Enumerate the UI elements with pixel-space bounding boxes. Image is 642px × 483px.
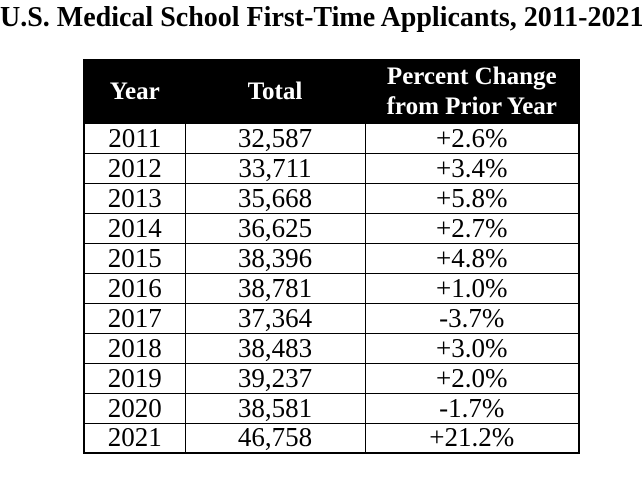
total-cell: 38,483: [184, 332, 366, 364]
pct-change-cell: +4.8%: [364, 242, 580, 274]
total-cell: 38,396: [184, 242, 366, 274]
total-cell: 36,625: [184, 212, 366, 244]
table-row: 2011 32,587 +2.6%: [83, 122, 580, 154]
year-cell: 2012: [83, 152, 186, 184]
table-row: 2018 38,483 +3.0%: [83, 332, 580, 364]
year-cell: 2020: [83, 392, 186, 424]
header-row: Year Total Percent Change from Prior Yea…: [83, 59, 580, 124]
table-row: 2016 38,781 +1.0%: [83, 272, 580, 304]
pct-change-cell: -3.7%: [364, 302, 580, 334]
pct-change-cell: +5.8%: [364, 182, 580, 214]
pct-change-cell: +3.4%: [364, 152, 580, 184]
table-row: 2021 46,758 +21.2%: [83, 422, 580, 454]
total-cell: 46,758: [184, 422, 366, 454]
col-header-total: Total: [184, 59, 366, 124]
pct-change-cell: +3.0%: [364, 332, 580, 364]
total-cell: 38,781: [184, 272, 366, 304]
total-cell: 35,668: [184, 182, 366, 214]
year-cell: 2016: [83, 272, 186, 304]
year-cell: 2018: [83, 332, 186, 364]
pct-change-cell: +2.6%: [364, 122, 580, 154]
year-cell: 2021: [83, 422, 186, 454]
table-row: 2014 36,625 +2.7%: [83, 212, 580, 244]
applicants-table: Year Total Percent Change from Prior Yea…: [83, 59, 580, 454]
pct-change-cell: +2.7%: [364, 212, 580, 244]
pct-change-cell: +1.0%: [364, 272, 580, 304]
table-row: 2015 38,396 +4.8%: [83, 242, 580, 274]
table-row: 2019 39,237 +2.0%: [83, 362, 580, 394]
year-cell: 2015: [83, 242, 186, 274]
total-cell: 37,364: [184, 302, 366, 334]
total-cell: 38,581: [184, 392, 366, 424]
page-title: U.S. Medical School First-Time Applicant…: [0, 2, 642, 33]
year-cell: 2014: [83, 212, 186, 244]
year-cell: 2017: [83, 302, 186, 334]
year-cell: 2011: [83, 122, 186, 154]
table-row: 2017 37,364 -3.7%: [83, 302, 580, 334]
total-cell: 33,711: [184, 152, 366, 184]
total-cell: 32,587: [184, 122, 366, 154]
year-cell: 2013: [83, 182, 186, 214]
pct-change-cell: +21.2%: [364, 422, 580, 454]
table-row: 2012 33,711 +3.4%: [83, 152, 580, 184]
total-cell: 39,237: [184, 362, 366, 394]
table-row: 2020 38,581 -1.7%: [83, 392, 580, 424]
col-header-year: Year: [83, 59, 186, 124]
pct-change-cell: -1.7%: [364, 392, 580, 424]
col-header-percent-change: Percent Change from Prior Year: [364, 59, 580, 124]
table-row: 2013 35,668 +5.8%: [83, 182, 580, 214]
year-cell: 2019: [83, 362, 186, 394]
pct-change-cell: +2.0%: [364, 362, 580, 394]
